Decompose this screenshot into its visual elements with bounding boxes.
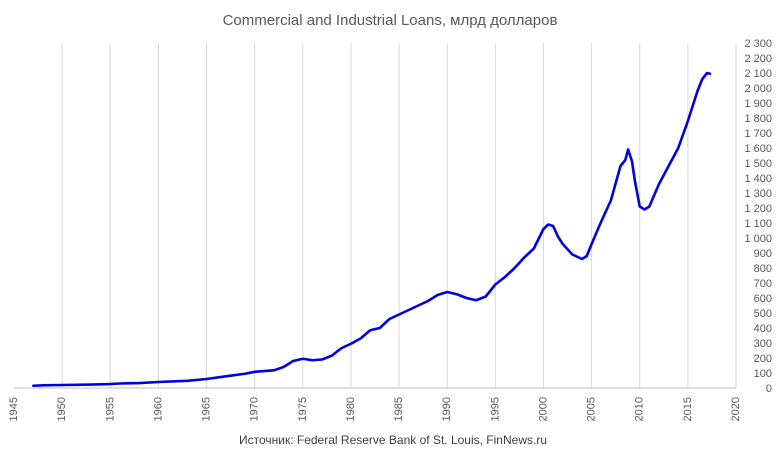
y-tick-label: 900 (754, 248, 772, 260)
x-tick-label: 2000 (537, 397, 549, 421)
x-tick-label: 1945 (8, 397, 20, 421)
y-tick-label: 1 700 (744, 128, 772, 140)
y-tick-label: 2 200 (744, 53, 772, 65)
y-tick-label: 200 (754, 353, 772, 365)
y-tick-label: 400 (754, 323, 772, 335)
series-line-0 (31, 71, 712, 388)
chart-source-label: Источник: Federal Reserve Bank of St. Lo… (239, 433, 547, 447)
y-tick-label: 1 800 (744, 113, 772, 125)
chart-title: Commercial and Industrial Loans, млрд до… (223, 12, 558, 29)
x-tick-label: 1995 (489, 397, 501, 421)
y-tick-label: 0 (766, 383, 772, 395)
x-tick-label: 2015 (682, 397, 694, 421)
y-tick-label: 1 500 (744, 158, 772, 170)
y-tick-label: 2 100 (744, 68, 772, 80)
y-tick-label: 1 400 (744, 173, 772, 185)
y-tick-label: 1 300 (744, 188, 772, 200)
x-axis-tick-labels: 1945 1950 1955 1960 1965 1970 1975 1980 1985 1990… (8, 397, 742, 421)
x-tick-label: 2010 (634, 397, 646, 421)
y-tick-label: 1 600 (744, 143, 772, 155)
y-tick-label: 500 (754, 308, 772, 320)
y-tick-label: 300 (754, 338, 772, 350)
y-tick-label: 1 200 (744, 203, 772, 215)
series-layer (31, 71, 712, 388)
x-gridlines (61, 43, 737, 388)
x-tick-label: 1985 (393, 397, 405, 421)
x-tick-label: 1950 (56, 397, 68, 421)
x-tick-label: 1955 (104, 397, 116, 421)
y-tick-label: 2 000 (744, 83, 772, 95)
y-tick-label: 700 (754, 278, 772, 290)
y-tick-label: 2 300 (744, 38, 772, 50)
x-tick-label: 2020 (730, 397, 742, 421)
y-tick-label: 600 (754, 293, 772, 305)
y-tick-label: 1 900 (744, 98, 772, 110)
x-tick-label: 1970 (249, 397, 261, 421)
y-tick-label: 100 (754, 368, 772, 380)
y-tick-label: 800 (754, 263, 772, 275)
y-tick-label: 1 000 (744, 233, 772, 245)
x-tick-label: 1965 (201, 397, 213, 421)
x-tick-label: 2005 (586, 397, 598, 421)
x-tick-label: 1990 (441, 397, 453, 421)
y-axis-tick-labels: 0 100 200 300 400 500 600 700 800 900 1 000 1 100 1 … (744, 38, 772, 395)
x-tick-label: 1960 (152, 397, 164, 421)
x-tick-label: 1980 (345, 397, 357, 421)
y-tick-label: 1 100 (744, 218, 772, 230)
x-tick-label: 1975 (297, 397, 309, 421)
